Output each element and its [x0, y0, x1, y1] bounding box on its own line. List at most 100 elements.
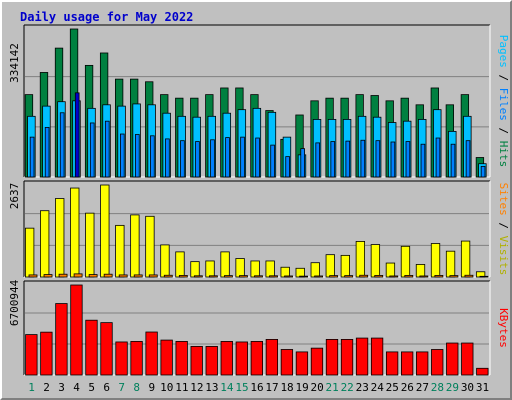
sites-bar — [193, 275, 203, 278]
legend-separator: / — [497, 121, 510, 141]
x-tick-label: 21 — [326, 381, 339, 394]
sites-bar — [419, 275, 429, 278]
visits-bar — [190, 261, 200, 278]
kbytes-bar — [115, 341, 128, 376]
sites-bar — [88, 274, 98, 278]
sites-bar — [449, 275, 459, 278]
files-bar — [315, 142, 321, 178]
files-bar — [360, 139, 366, 178]
kbytes-bar — [295, 351, 309, 376]
visits-bar — [295, 267, 305, 278]
kbytes-bar — [55, 303, 68, 376]
sites-bar — [224, 275, 233, 278]
files-bar — [74, 92, 80, 178]
kbytes-bar — [25, 334, 38, 376]
chart-title: Daily usage for May 2022 — [20, 10, 194, 24]
visits-bar — [40, 210, 50, 278]
files-bar — [150, 135, 155, 178]
kbytes-bar — [190, 345, 203, 376]
kbytes-bar — [476, 367, 489, 376]
visits-bar — [280, 266, 290, 278]
kbytes-bar — [100, 322, 113, 376]
files-bar — [165, 138, 170, 178]
sites-bar — [28, 274, 38, 278]
sites-bar — [374, 275, 384, 278]
y-axis-max-label-kbytes: 6700944 — [8, 279, 21, 326]
kbytes-bar — [416, 351, 429, 376]
files-bar — [210, 139, 215, 178]
sites-bar — [344, 275, 354, 278]
visits-bar — [325, 254, 335, 278]
files-bar — [345, 140, 351, 178]
kbytes-bar — [85, 319, 98, 376]
sites-bar — [404, 275, 414, 278]
kbytes-bar — [130, 341, 143, 376]
sites-bar — [148, 274, 158, 278]
kbytes-bar — [431, 349, 444, 376]
visits-bar — [220, 251, 230, 278]
visits-bar — [160, 244, 170, 278]
files-bar — [450, 143, 456, 178]
kbytes-bar — [446, 342, 459, 376]
visits-bar — [430, 243, 441, 278]
x-tick-label: 7 — [118, 381, 125, 394]
x-tick-label: 27 — [416, 381, 429, 394]
files-bar — [180, 140, 185, 178]
files-bar — [104, 120, 110, 178]
legend-visits: Visits — [497, 236, 510, 276]
sites-bar — [103, 273, 113, 278]
kbytes-bar — [325, 339, 339, 376]
x-tick-label: 12 — [190, 381, 203, 394]
files-bar — [240, 136, 245, 178]
x-tick-label: 17 — [265, 381, 278, 394]
visits-bar — [85, 212, 95, 278]
x-tick-label: 26 — [401, 381, 414, 394]
x-tick-label: 15 — [235, 381, 248, 394]
sites-bar — [58, 273, 68, 278]
legend-separator: / — [497, 68, 510, 88]
kbytes-bar — [461, 342, 474, 376]
files-bar — [225, 137, 230, 178]
x-tick-label: 20 — [311, 381, 324, 394]
sites-bar — [389, 275, 399, 278]
sites-bar — [163, 274, 173, 278]
files-bar — [465, 140, 471, 178]
legend-files: Files — [497, 88, 510, 121]
x-tick-label: 31 — [476, 381, 489, 394]
x-tick-label: 23 — [356, 381, 369, 394]
x-tick-label: 13 — [205, 381, 218, 394]
x-tick-label: 14 — [220, 381, 234, 394]
x-tick-label: 30 — [461, 381, 474, 394]
visits-bar — [460, 240, 471, 278]
kbytes-bar — [385, 351, 399, 376]
x-tick-label: 22 — [341, 381, 354, 394]
files-bar — [420, 143, 426, 178]
x-tick-label: 18 — [280, 381, 293, 394]
kbytes-bar — [205, 345, 218, 376]
visits-bar — [24, 227, 35, 278]
side-legend-label: KBytes — [497, 308, 510, 348]
sites-bar — [479, 275, 489, 278]
visits-bar — [265, 260, 275, 278]
legend-hits: Hits — [497, 141, 510, 168]
files-bar — [285, 156, 290, 178]
legend-kbytes: KBytes — [497, 308, 510, 348]
x-tick-label: 25 — [386, 381, 399, 394]
visits-bar — [55, 198, 65, 278]
kbytes-bar — [220, 341, 233, 376]
x-tick-label: 3 — [58, 381, 65, 394]
sites-bar — [178, 275, 188, 278]
side-legend-label: Sites / Visits — [497, 183, 510, 276]
visits-bar — [355, 241, 366, 278]
x-tick-label: 28 — [431, 381, 444, 394]
files-bar — [435, 137, 441, 178]
files-bar — [44, 126, 50, 178]
x-tick-label: 6 — [103, 381, 110, 394]
visits-bar — [445, 250, 456, 278]
x-tick-label: 24 — [371, 381, 385, 394]
kbytes-bar — [280, 349, 294, 376]
sites-bar — [299, 275, 308, 278]
visits-bar — [340, 254, 350, 278]
x-tick-label: 29 — [446, 381, 459, 394]
y-axis-max-label-hits: 334142 — [8, 43, 21, 83]
